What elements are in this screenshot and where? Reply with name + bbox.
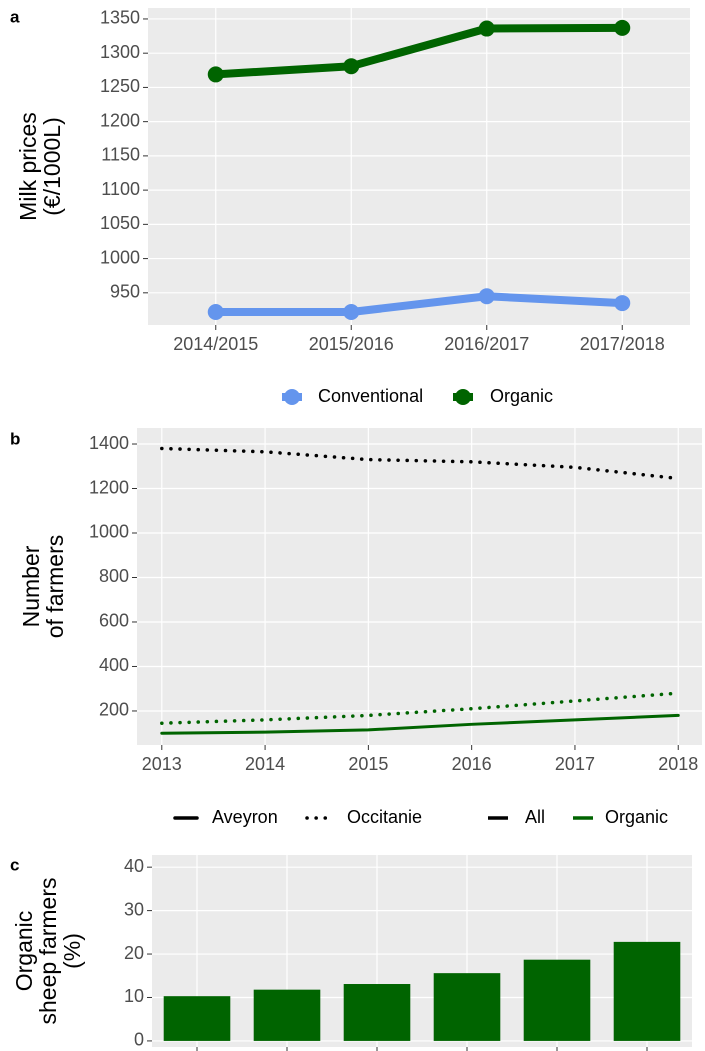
y-tick-label: 1000 xyxy=(89,522,129,542)
y-tick-label: 30 xyxy=(124,899,144,919)
legend-label: Organic xyxy=(490,386,553,406)
legend-key-point xyxy=(455,389,471,405)
panel-label: a xyxy=(10,7,20,26)
plot-background xyxy=(152,855,692,1047)
y-tick-label: 40 xyxy=(124,856,144,876)
y-tick-label: 1200 xyxy=(89,477,129,497)
y-tick-label: 200 xyxy=(99,700,129,720)
point xyxy=(614,295,631,312)
y-tick-label: 10 xyxy=(124,986,144,1006)
x-tick-label: 2015 xyxy=(348,754,388,774)
legend-label: Aveyron xyxy=(212,807,278,827)
legend-label: Organic xyxy=(605,807,668,827)
x-tick-label: 2014 xyxy=(245,754,285,774)
bar xyxy=(433,973,501,1041)
y-tick-label: 1400 xyxy=(89,433,129,453)
y-tick-label: 1100 xyxy=(101,179,140,199)
y-axis-label-line: sheep farmers xyxy=(35,877,61,1024)
legend-label: Occitanie xyxy=(347,807,422,827)
y-tick-label: 800 xyxy=(99,566,129,586)
point xyxy=(614,19,631,36)
x-tick-label: 2013 xyxy=(142,754,182,774)
x-tick-label: 2015/2016 xyxy=(309,334,394,354)
y-axis-label: Milk prices(€/1000L) xyxy=(15,112,65,221)
y-axis-label-line: Number xyxy=(18,545,44,627)
panel-label: c xyxy=(10,855,19,874)
bar xyxy=(253,989,321,1041)
y-axis-label-line: (%) xyxy=(59,933,85,969)
legend-label: Conventional xyxy=(318,386,423,406)
point xyxy=(207,303,224,320)
point xyxy=(343,303,360,320)
y-tick-label: 1050 xyxy=(100,213,140,233)
point xyxy=(343,58,360,75)
y-tick-label: 20 xyxy=(124,943,144,963)
plot-background xyxy=(137,428,702,745)
bar xyxy=(613,941,681,1041)
y-axis-label-line: (€/1000L) xyxy=(39,117,65,215)
y-tick-label: 1200 xyxy=(100,110,140,130)
plot-background xyxy=(148,8,690,325)
y-axis-label: Organicsheep farmers(%) xyxy=(11,877,85,1024)
bar xyxy=(343,984,411,1041)
x-tick-label: 2016 xyxy=(452,754,492,774)
series-line xyxy=(160,713,680,735)
series-line xyxy=(211,292,627,316)
point xyxy=(207,66,224,83)
bar xyxy=(523,959,591,1041)
x-tick-label: 2016/2017 xyxy=(444,334,529,354)
x-tick-label: 2017/2018 xyxy=(580,334,665,354)
series-line xyxy=(211,23,627,79)
y-tick-label: 1350 xyxy=(100,8,140,28)
point xyxy=(478,288,495,305)
y-tick-label: 1150 xyxy=(101,145,140,165)
x-tick-label: 2018 xyxy=(658,754,698,774)
y-tick-label: 1000 xyxy=(100,247,140,267)
y-tick-label: 1250 xyxy=(100,76,140,96)
x-tick-label: 2014/2015 xyxy=(173,334,258,354)
y-axis-label-line: Organic xyxy=(11,911,37,992)
y-tick-label: 600 xyxy=(99,611,129,631)
y-tick-label: 1300 xyxy=(100,42,140,62)
y-tick-label: 400 xyxy=(99,655,129,675)
y-tick-label: 0 xyxy=(134,1030,144,1050)
x-tick-label: 2017 xyxy=(555,754,595,774)
y-axis-label-line: Milk prices xyxy=(15,112,41,221)
legend-key-point xyxy=(284,389,300,405)
legend-label: All xyxy=(525,807,545,827)
y-axis-label-line: of farmers xyxy=(42,535,68,639)
point xyxy=(478,20,495,37)
y-tick-label: 950 xyxy=(110,282,140,302)
y-axis-label: Numberof farmers xyxy=(18,535,68,639)
bar xyxy=(163,996,231,1041)
panel-label: b xyxy=(10,429,20,448)
